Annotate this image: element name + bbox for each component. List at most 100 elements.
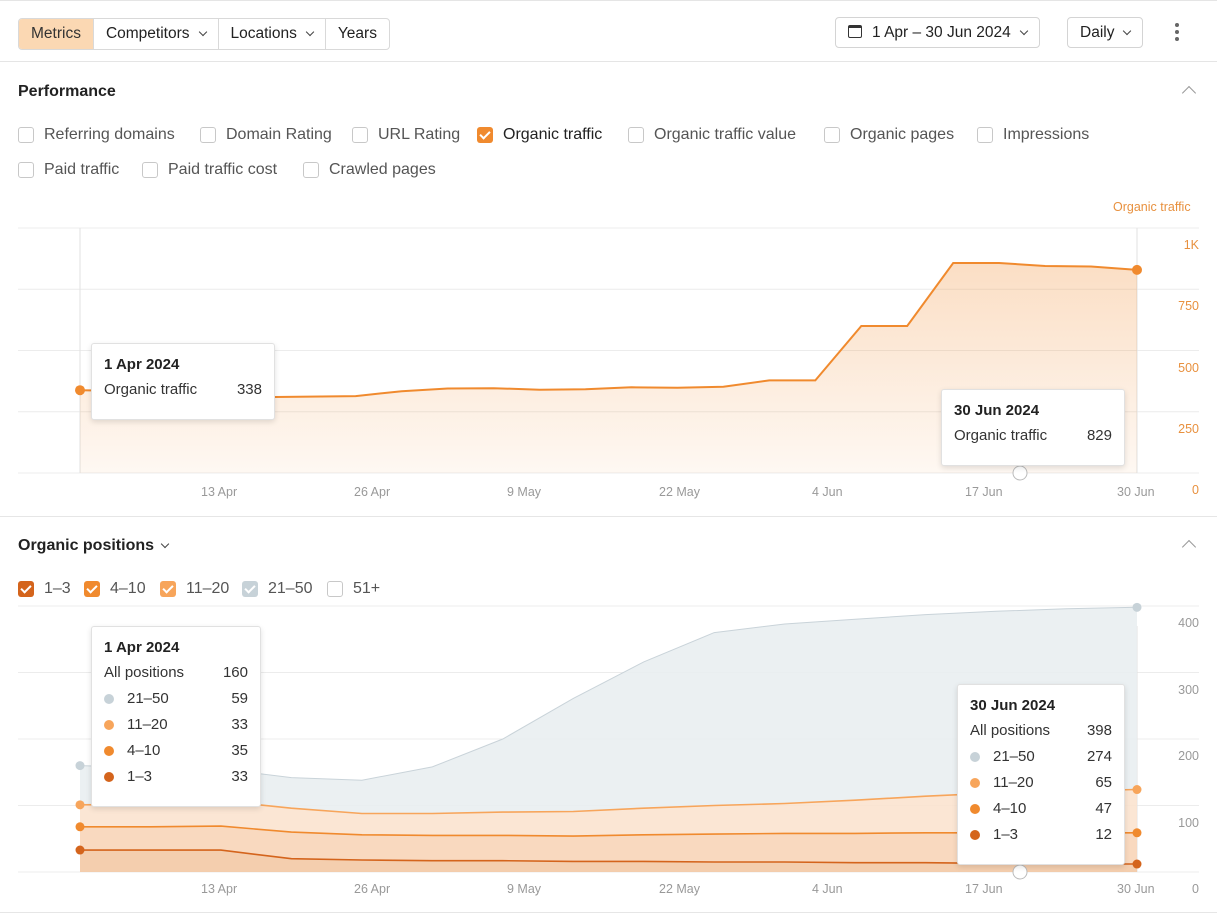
- tab-metrics[interactable]: Metrics: [19, 19, 94, 49]
- y-tick-label: 0: [1192, 483, 1199, 497]
- tooltip-row: Organic traffic 338: [104, 381, 262, 398]
- y-tick-label: 250: [1178, 421, 1199, 436]
- x-tick-label: 30 Jun: [1117, 882, 1155, 896]
- tooltip-date: 1 Apr 2024: [104, 356, 180, 373]
- positions-tooltip-end: 30 Jun 2024 All positions 398 21–50 274 11…: [957, 684, 1125, 865]
- y-tick-label: 750: [1178, 299, 1199, 314]
- legend-dot: [970, 829, 980, 840]
- x-tick-label: 30 Jun: [1117, 485, 1155, 499]
- x-tick-label: 22 May: [659, 882, 700, 896]
- tooltip-end: 30 Jun 2024 Organic traffic 829: [941, 389, 1125, 466]
- calendar-icon: [848, 25, 862, 38]
- granularity-dropdown[interactable]: Daily: [1067, 17, 1144, 48]
- more-options-icon[interactable]: [1175, 23, 1179, 41]
- metric-checkbox-crawled-pages[interactable]: Crawled pages: [303, 161, 436, 179]
- x-tick-label: 26 Apr: [354, 882, 391, 896]
- checkbox-icon: [628, 127, 644, 143]
- x-tick-label: 26 Apr: [354, 485, 391, 499]
- legend-dot: [970, 751, 980, 762]
- checkbox-checked-icon: [18, 581, 34, 597]
- metric-checkbox-organic-traffic[interactable]: Organic traffic: [477, 126, 602, 144]
- checkbox-icon: [18, 127, 34, 143]
- metric-checkbox-organic-pages[interactable]: Organic pages: [824, 126, 954, 144]
- legend-dot: [970, 777, 980, 788]
- stack-area-1: [80, 826, 1137, 864]
- stack-start-point-2: [75, 800, 85, 810]
- tooltip-row: 4–10 47: [970, 800, 1112, 826]
- tooltip-row: Organic traffic 829: [954, 427, 1112, 444]
- stack-end-point-0: [1132, 859, 1142, 869]
- y-tick-label: 100: [1178, 815, 1199, 830]
- checkbox-icon: [18, 162, 34, 178]
- stack-area-0: [80, 850, 1137, 872]
- date-range-picker[interactable]: 1 Apr – 30 Jun 2024: [835, 17, 1040, 48]
- performance-title: Performance: [18, 83, 116, 100]
- y-tick-label: 0: [1192, 882, 1199, 896]
- x-tick-label: 9 May: [507, 485, 542, 499]
- checkbox-icon: [327, 581, 343, 597]
- traffic-area: [80, 263, 1137, 473]
- checkbox-icon: [200, 127, 216, 143]
- x-tick-label: 9 May: [507, 882, 542, 896]
- organic-positions-dropdown[interactable]: Organic positions: [18, 537, 170, 555]
- stack-area-2: [80, 789, 1137, 837]
- traffic-start-point: [75, 385, 85, 396]
- metric-checkbox-paid-traffic[interactable]: Paid traffic: [18, 161, 119, 179]
- tooltip-row: 1–3 33: [104, 768, 248, 794]
- range-checkbox-3[interactable]: 21–50: [242, 580, 313, 598]
- y-tick-label: 300: [1178, 682, 1199, 697]
- legend-dot: [970, 803, 980, 814]
- tab-years[interactable]: Years: [337, 25, 377, 42]
- x-tick-label: 17 Jun: [965, 882, 1003, 896]
- stack-area-3: [80, 607, 1137, 814]
- stack-start-point-3: [75, 761, 85, 771]
- tooltip-date: 30 Jun 2024: [954, 402, 1040, 419]
- range-checkbox-2[interactable]: 11–20: [160, 580, 229, 598]
- metric-checkbox-paid-traffic-cost[interactable]: Paid traffic cost: [142, 161, 277, 179]
- x-tick-label: 22 May: [659, 485, 700, 499]
- checkbox-icon: [352, 127, 368, 143]
- tooltip-date: 30 Jun 2024: [970, 697, 1056, 714]
- checkbox-checked-icon: [160, 581, 176, 597]
- range-checkbox-0[interactable]: 1–3: [18, 580, 71, 598]
- checkbox-icon: [824, 127, 840, 143]
- traffic-axis-title: Organic traffic: [1113, 200, 1191, 214]
- range-checkbox-4[interactable]: 51+: [327, 580, 380, 598]
- google-update-marker: [1012, 465, 1028, 481]
- tooltip-row: 21–50 274: [970, 748, 1112, 774]
- range-checkbox-1[interactable]: 4–10: [84, 580, 146, 598]
- bottom-divider: [0, 912, 1217, 913]
- y-tick-label: 1K: [1183, 238, 1199, 252]
- y-tick-label: 200: [1178, 749, 1199, 763]
- legend-dot: [104, 719, 114, 730]
- metric-checkbox-url-rating[interactable]: URL Rating: [352, 126, 460, 144]
- competitors-dropdown[interactable]: Competitors: [94, 19, 219, 49]
- stack-end-point-1: [1132, 828, 1142, 838]
- legend-dot: [104, 771, 114, 782]
- legend-dot: [104, 745, 114, 756]
- checkbox-icon: [977, 127, 993, 143]
- stack-start-point-0: [75, 845, 85, 855]
- view-segmented-control: Metrics Competitors Locations Years: [18, 18, 390, 50]
- checkbox-checked-icon: [84, 581, 100, 597]
- checkbox-checked-icon: [477, 127, 493, 143]
- stack-start-point-1: [75, 822, 85, 832]
- locations-dropdown[interactable]: Locations: [219, 19, 326, 49]
- y-tick-label: 500: [1178, 360, 1199, 375]
- metric-checkbox-organic-traffic-value[interactable]: Organic traffic value: [628, 126, 796, 144]
- metric-checkbox-domain-rating[interactable]: Domain Rating: [200, 126, 332, 144]
- tooltip-row: 4–10 35: [104, 742, 248, 768]
- tooltip-row: 21–50 59: [104, 690, 248, 716]
- metric-checkbox-impressions[interactable]: Impressions: [977, 126, 1089, 144]
- google-update-marker: [1012, 864, 1028, 880]
- x-tick-label: 17 Jun: [965, 485, 1003, 499]
- metric-checkbox-referring-domains[interactable]: Referring domains: [18, 126, 175, 144]
- tooltip-total-row: All positions 398: [970, 722, 1112, 739]
- section-divider: [0, 516, 1217, 517]
- tooltip-row: 1–3 12: [970, 826, 1112, 852]
- x-tick-label: 13 Apr: [201, 882, 238, 896]
- x-tick-label: 4 Jun: [812, 485, 843, 499]
- stack-end-point-2: [1132, 785, 1142, 795]
- toolbar: Metrics Competitors Locations Years 1 Ap…: [0, 0, 1217, 62]
